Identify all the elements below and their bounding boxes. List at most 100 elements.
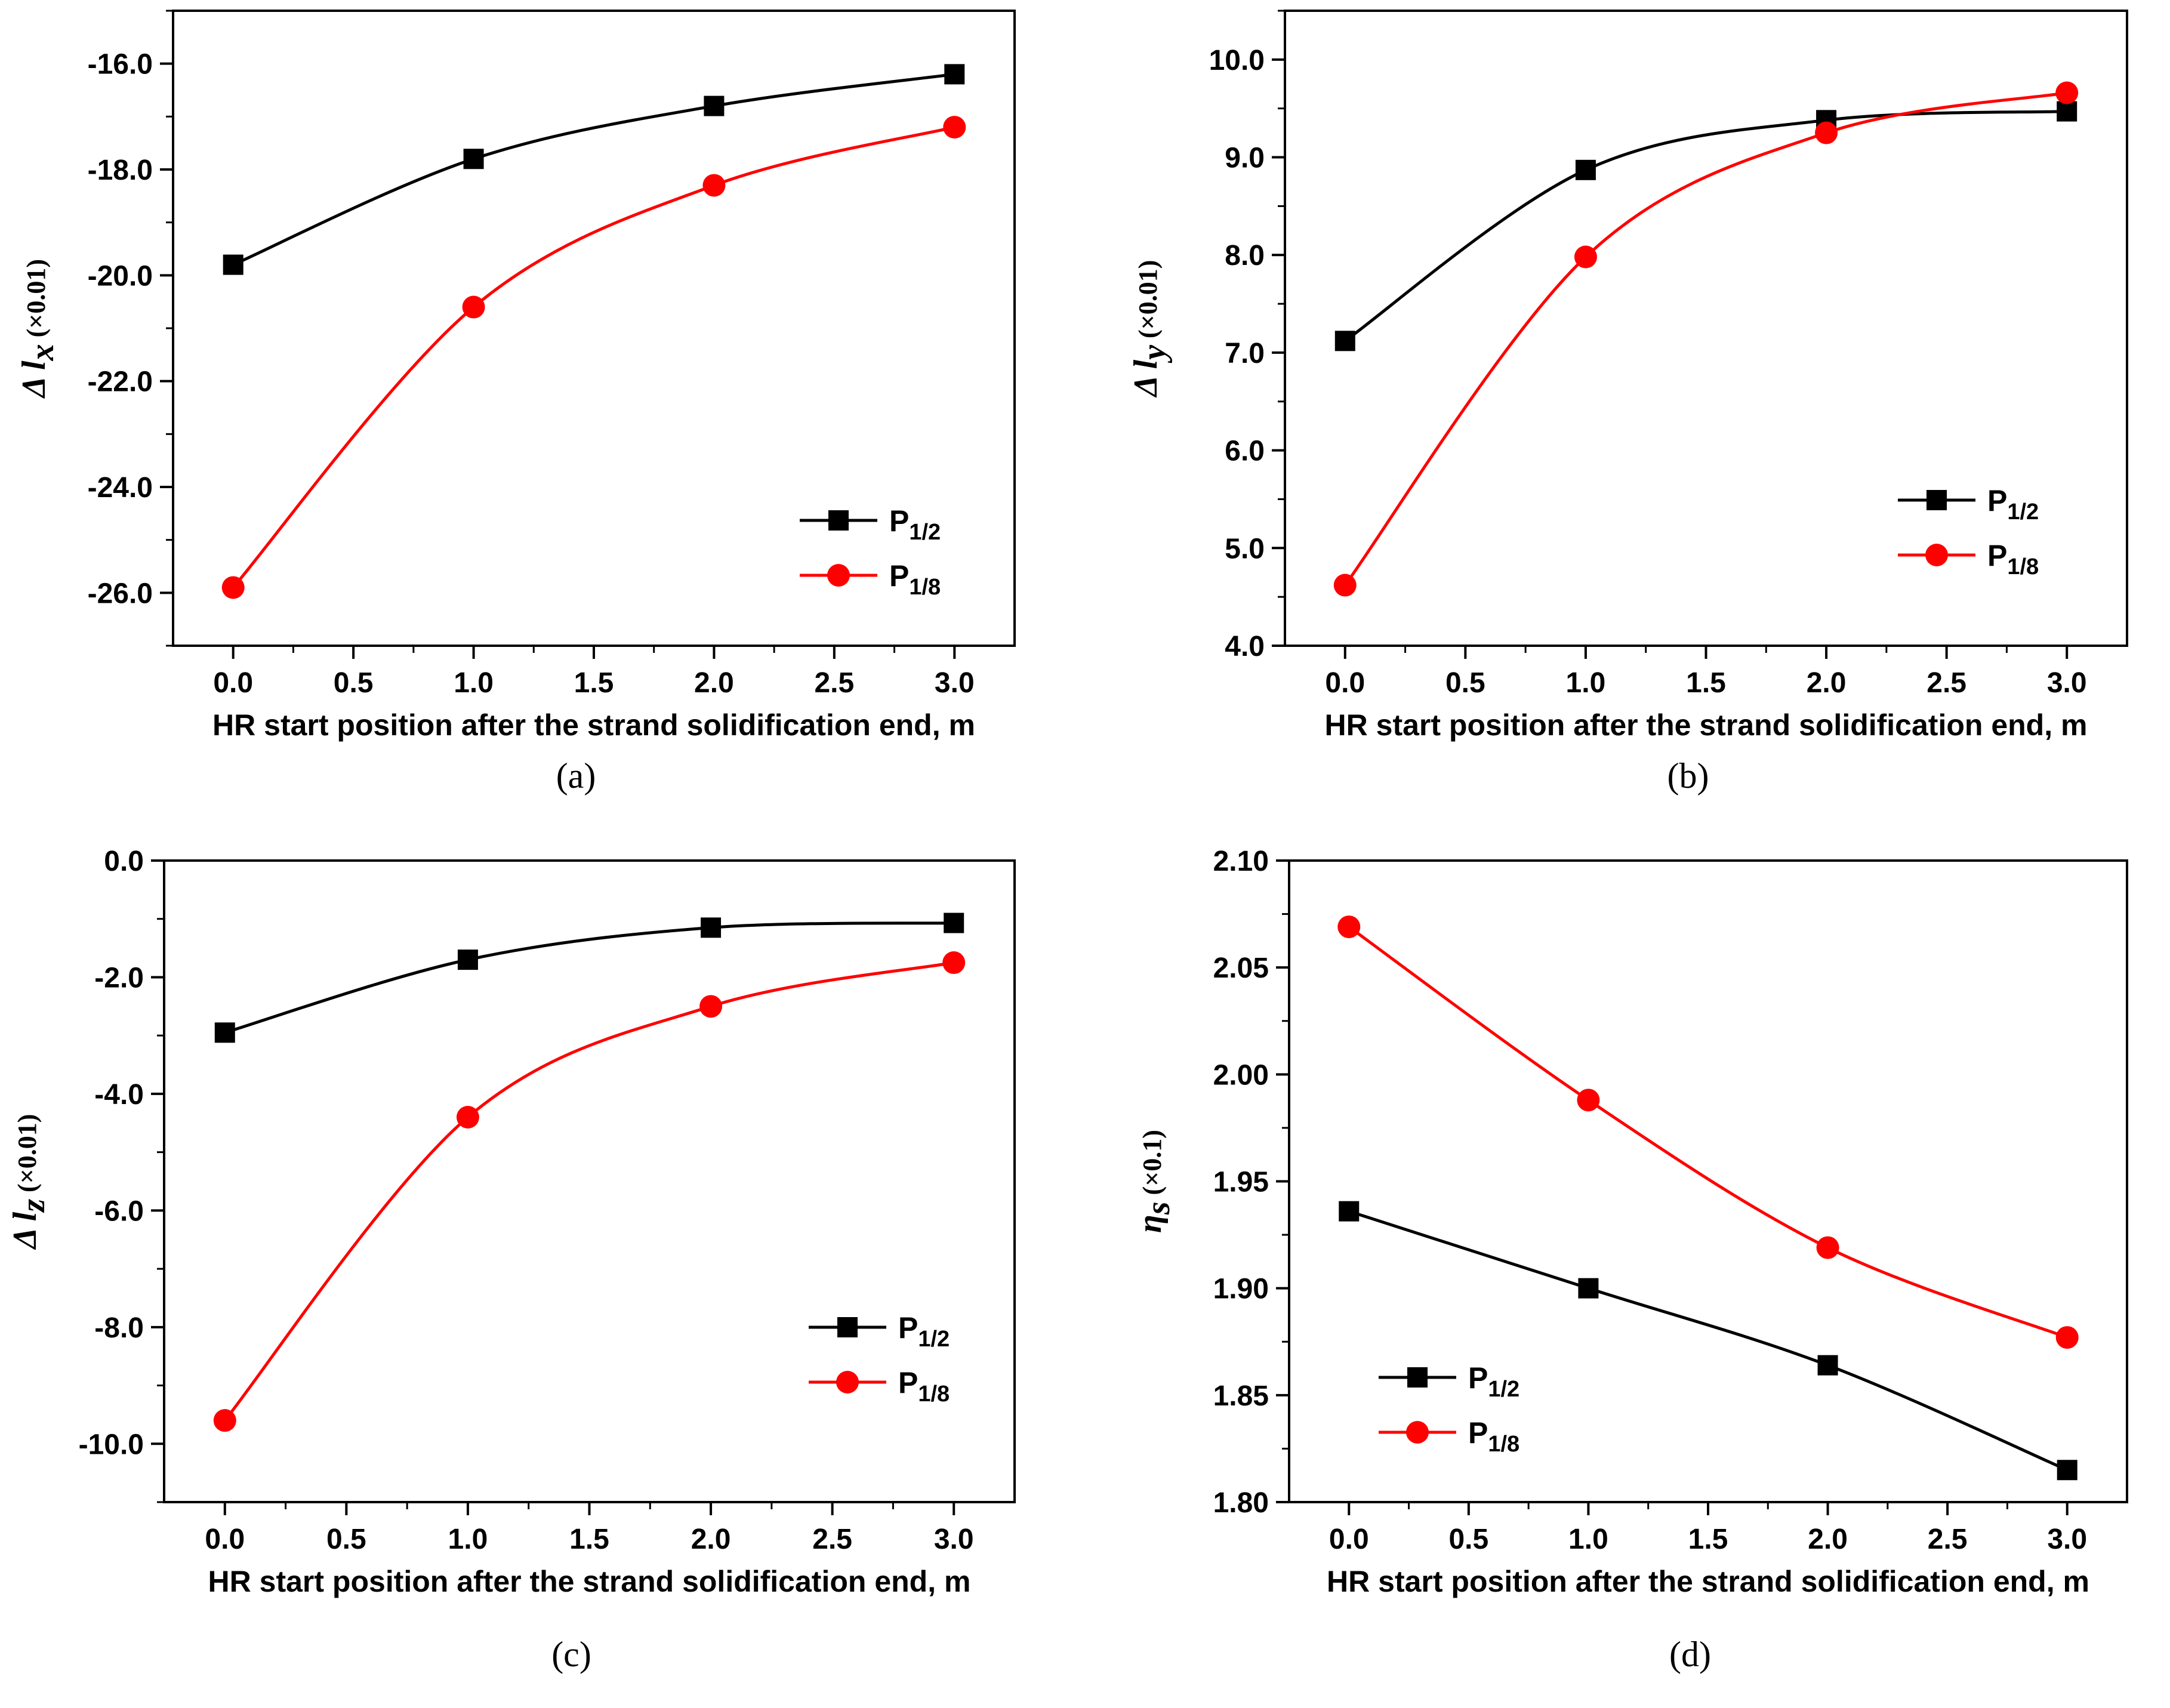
data-point bbox=[702, 174, 726, 197]
y-axis-variable: l bbox=[7, 1211, 44, 1221]
x-tick-label: 0.0 bbox=[1329, 1524, 1369, 1555]
series-p-1-8 bbox=[1333, 81, 2079, 597]
y-tick-label: -4.0 bbox=[94, 1079, 144, 1111]
data-point bbox=[221, 576, 245, 599]
y-tick-label: 5.0 bbox=[1225, 533, 1265, 565]
legend-marker bbox=[1925, 544, 1948, 566]
y-tick-label: 2.10 bbox=[1213, 846, 1269, 877]
y-tick-label: 2.00 bbox=[1213, 1059, 1269, 1091]
legend-marker bbox=[827, 564, 850, 587]
x-tick-label: 2.5 bbox=[814, 667, 854, 699]
data-point bbox=[1578, 1278, 1599, 1299]
data-point bbox=[704, 95, 725, 116]
y-tick-label: -20.0 bbox=[88, 260, 153, 292]
legend-subscript: 1/2 bbox=[2007, 500, 2039, 525]
data-point bbox=[462, 295, 485, 319]
data-point bbox=[463, 149, 484, 169]
data-point bbox=[944, 912, 964, 933]
x-tick-label: 1.5 bbox=[1688, 1524, 1728, 1555]
x-tick-label: 2.5 bbox=[1927, 667, 1966, 699]
legend-subscript: 1/2 bbox=[1488, 1377, 1519, 1402]
y-axis-variable: η bbox=[1132, 1214, 1169, 1233]
data-point bbox=[1333, 574, 1357, 597]
y-axis-subscript: s bbox=[1140, 1201, 1177, 1215]
legend: P1/2P1/8 bbox=[800, 504, 941, 600]
plot-frame bbox=[163, 859, 1016, 1503]
y-tick-label: 9.0 bbox=[1225, 143, 1265, 174]
legend-subscript: 1/8 bbox=[2007, 554, 2039, 579]
legend-label: P1/8 bbox=[889, 559, 941, 600]
y-tick-label: -26.0 bbox=[88, 578, 153, 609]
legend-subscript: 1/2 bbox=[909, 520, 941, 545]
chart-panel-c: 0.0 0.5 1.0 1.5 2.0 2.5 3.0 0.0 -2.0 -4.0 -6.0 -8.0… bbox=[7, 846, 1016, 1674]
x-tick-label: 2.0 bbox=[1807, 667, 1847, 699]
data-point bbox=[1339, 1201, 1360, 1222]
x-tick-label: 0.5 bbox=[334, 667, 374, 699]
chart-panel-b: 0.0 0.5 1.0 1.5 2.0 2.5 3.0 4.0 5.0 6.0 7.0 8.0 9.0 1… bbox=[1127, 10, 2128, 796]
legend-marker bbox=[1927, 490, 1947, 510]
y-tick-label: 1.95 bbox=[1213, 1167, 1269, 1198]
legend-name: P bbox=[898, 1366, 918, 1399]
plot-frame bbox=[1288, 859, 2128, 1503]
y-axis-variable: l bbox=[16, 360, 53, 370]
y-tick-label: -16.0 bbox=[88, 49, 153, 81]
y-axis-subscript: z bbox=[15, 1199, 52, 1213]
series-line bbox=[1343, 91, 2067, 586]
y-axis-subscript: y bbox=[1136, 344, 1173, 363]
data-point bbox=[1574, 245, 1597, 269]
panel-caption: (c) bbox=[551, 1635, 591, 1674]
legend-marker bbox=[828, 510, 849, 531]
data-point bbox=[1577, 1089, 1600, 1112]
legend-marker bbox=[837, 1317, 858, 1337]
x-tick-label: 1.0 bbox=[1568, 1524, 1608, 1555]
legend-marker bbox=[1407, 1367, 1428, 1388]
x-tick-label: 0.0 bbox=[1325, 667, 1365, 699]
y-tick-label: 6.0 bbox=[1225, 436, 1265, 467]
legend-marker bbox=[1406, 1421, 1429, 1444]
y-tick-label: 0.0 bbox=[104, 846, 144, 877]
x-axis-title: HR start position after the strand solid… bbox=[212, 708, 975, 742]
legend: P1/2P1/8 bbox=[1379, 1361, 1519, 1457]
data-point bbox=[943, 116, 966, 139]
x-tick-label: 1.0 bbox=[1566, 667, 1606, 699]
y-axis-title: Δ lx (×0.01) bbox=[16, 259, 61, 399]
chart-panel-a: 0.0 0.5 1.0 1.5 2.0 2.5 3.0 -16.0 -18.0 -20.0 -22.… bbox=[16, 10, 1016, 796]
legend-name: P bbox=[1468, 1361, 1488, 1395]
legend-subscript: 1/8 bbox=[1488, 1432, 1519, 1457]
y-axis-scale: (×0.01) bbox=[13, 1114, 42, 1199]
data-point bbox=[213, 1409, 236, 1432]
legend-name: P bbox=[1987, 484, 2007, 517]
data-point bbox=[2057, 101, 2077, 122]
data-point bbox=[701, 917, 722, 938]
data-point bbox=[223, 254, 243, 275]
series-line bbox=[1348, 926, 2068, 1339]
series-p-1-2 bbox=[1334, 101, 2077, 352]
legend-name: P bbox=[1987, 539, 2007, 572]
x-tick-label: 0.0 bbox=[205, 1524, 245, 1555]
x-tick-label: 3.0 bbox=[934, 1524, 974, 1555]
x-axis-title: HR start position after the strand solid… bbox=[208, 1565, 971, 1598]
y-axis-subscript: x bbox=[24, 344, 61, 361]
legend: P1/2P1/8 bbox=[1898, 484, 2039, 579]
data-point bbox=[1334, 331, 1355, 352]
legend-subscript: 1/2 bbox=[918, 1327, 950, 1352]
legend-label: P1/8 bbox=[1987, 539, 2039, 579]
panel-caption: (d) bbox=[1669, 1635, 1711, 1674]
x-tick-label: 0.0 bbox=[213, 667, 253, 699]
x-tick-label: 2.0 bbox=[1808, 1524, 1848, 1555]
y-tick-label: 1.90 bbox=[1213, 1274, 1269, 1305]
y-axis-symbol: Δ bbox=[16, 370, 53, 399]
x-tick-label: 2.0 bbox=[694, 667, 734, 699]
x-tick-label: 0.5 bbox=[326, 1524, 366, 1555]
plot-frame bbox=[172, 10, 1016, 647]
data-point bbox=[457, 949, 478, 970]
y-tick-label: -8.0 bbox=[94, 1312, 144, 1344]
series-line bbox=[1348, 1210, 2068, 1472]
legend: P1/2P1/8 bbox=[809, 1311, 950, 1407]
series-p-1-2 bbox=[1339, 1201, 2077, 1481]
x-tick-label: 0.5 bbox=[1445, 667, 1485, 699]
y-tick-label: 1.80 bbox=[1213, 1487, 1269, 1519]
legend-subscript: 1/8 bbox=[909, 575, 941, 600]
y-tick-label: 8.0 bbox=[1225, 240, 1265, 272]
series-line bbox=[224, 921, 954, 1034]
